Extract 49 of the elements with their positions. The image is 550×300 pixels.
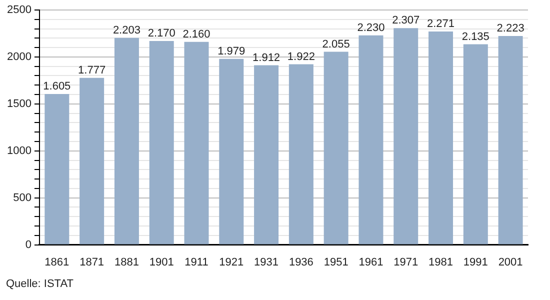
data-label: 1.979: [218, 45, 246, 58]
data-label: 2.271: [426, 18, 455, 30]
data-label: 2.203: [112, 24, 140, 36]
bar: [324, 52, 348, 244]
x-tick-label: 1901: [149, 256, 174, 268]
x-tick-label: 2001: [498, 256, 523, 268]
y-tick-label: 1500: [6, 98, 32, 110]
bar: [394, 28, 418, 244]
data-label: 2.307: [392, 14, 420, 27]
bar: [114, 38, 139, 244]
data-label: 2.135: [462, 30, 490, 43]
x-tick-label: 1861: [44, 256, 70, 268]
x-tick-label: 1971: [394, 256, 418, 268]
x-tick-label: 1991: [463, 256, 488, 268]
source-note: Quelle: ISTAT: [6, 278, 74, 290]
data-label: 2.160: [182, 28, 210, 40]
data-label: 1.777: [78, 64, 106, 76]
x-tick-label: 1881: [114, 256, 139, 268]
bar: [44, 94, 70, 244]
x-tick-label: 1981: [428, 256, 454, 268]
y-tick-label: 500: [13, 192, 32, 204]
data-label: 1.922: [287, 50, 315, 63]
data-label: 1.912: [252, 52, 280, 64]
bar: [428, 32, 454, 244]
data-label: 1.605: [43, 80, 71, 93]
x-tick-label: 1931: [254, 256, 279, 268]
data-label: 2.230: [357, 22, 385, 34]
data-label: 2.223: [496, 22, 524, 35]
bar: [219, 58, 244, 244]
bar: [149, 40, 174, 244]
y-tick-label: 1000: [6, 144, 32, 157]
y-tick-label: 2500: [6, 4, 32, 16]
x-tick-label: 1911: [184, 256, 208, 268]
bar: [254, 65, 279, 244]
data-label: 2.055: [322, 38, 350, 50]
y-tick-label: 2000: [6, 50, 32, 63]
x-tick-label: 1951: [324, 256, 348, 268]
data-label: 2.170: [148, 28, 176, 40]
bar: [358, 35, 384, 244]
x-tick-label: 1936: [288, 256, 314, 268]
y-tick-label: 0: [25, 238, 32, 251]
bar: [463, 44, 488, 244]
x-tick-label: 1961: [358, 256, 384, 268]
x-tick-label: 1921: [219, 256, 244, 268]
bar: [80, 78, 104, 244]
bar: [498, 36, 523, 244]
x-tick-label: 1871: [80, 256, 104, 268]
bar: [288, 64, 314, 244]
bar: [184, 42, 209, 244]
